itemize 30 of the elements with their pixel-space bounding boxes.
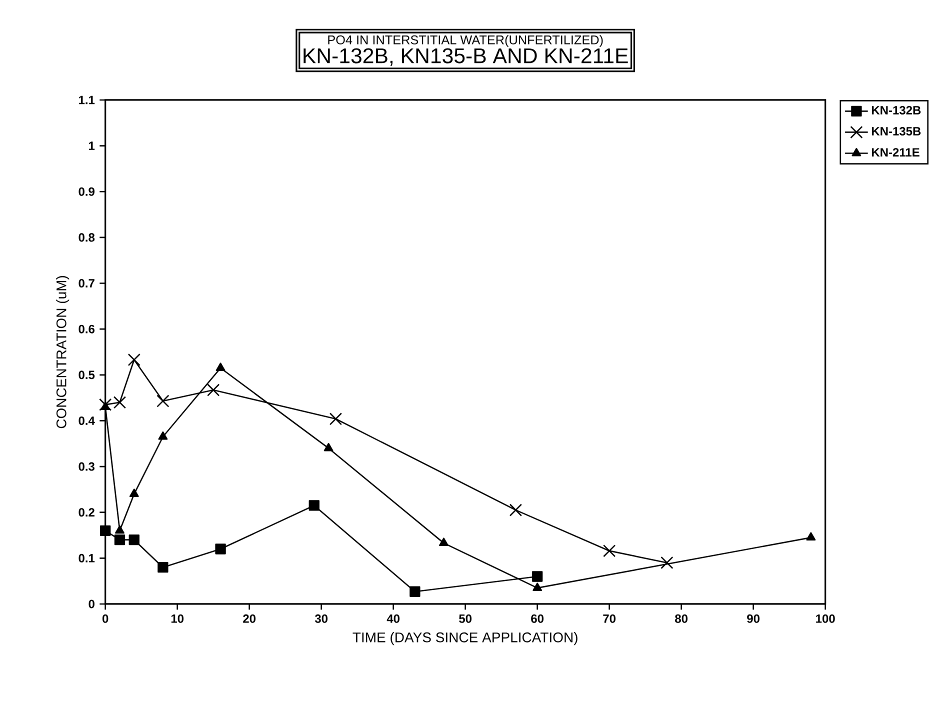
legend-label: KN-211E [872,148,920,156]
x-tick-label: 80 [675,614,688,623]
x-tick-label: 50 [459,614,472,623]
x-tick-label: 100 [816,614,835,623]
y-tick-label: 0.1 [78,554,95,562]
y-tick-label: 0.4 [78,416,95,425]
y-tick-label: 0.9 [78,187,94,196]
chart-subtitle: KN-132B, KN135-B AND KN-211E [304,48,628,66]
y-tick-label: 0.8 [78,233,95,242]
x-tick-label: 20 [243,614,256,623]
y-tick-label: 1 [89,142,95,150]
x-tick-label: 70 [603,614,616,623]
y-tick-label: 0.6 [78,324,94,334]
legend-label: KN-135B [872,127,921,136]
y-tick-label: 0.5 [78,370,95,380]
chart-title: PO4 IN INTERSTITIAL WATER(UNFERTILIZED) [328,35,603,47]
x-tick-label: 30 [314,614,328,623]
y-tick-label: 0.3 [78,462,94,471]
x-tick-label: 40 [386,614,400,623]
y-tick-label: 0.2 [78,508,94,517]
x-tick-label: 10 [171,614,184,623]
x-tick-label: 0 [102,614,108,623]
x-tick-label: 60 [531,614,544,623]
y-tick-label: 0.7 [78,279,94,288]
y-tick-label: 1.1 [79,96,95,104]
legend-label: KN-132B [872,106,921,114]
x-tick-label: 90 [747,614,760,623]
y-axis-title: CONCENTRATION (uM) [56,276,70,428]
y-tick-label: 0 [88,600,94,608]
x-axis-title: TIME (DAYS SINCE APPLICATION) [352,632,578,646]
